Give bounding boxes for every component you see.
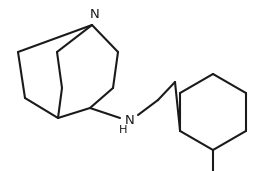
- Text: N: N: [125, 114, 135, 127]
- Text: N: N: [90, 9, 100, 22]
- Text: H: H: [119, 125, 127, 135]
